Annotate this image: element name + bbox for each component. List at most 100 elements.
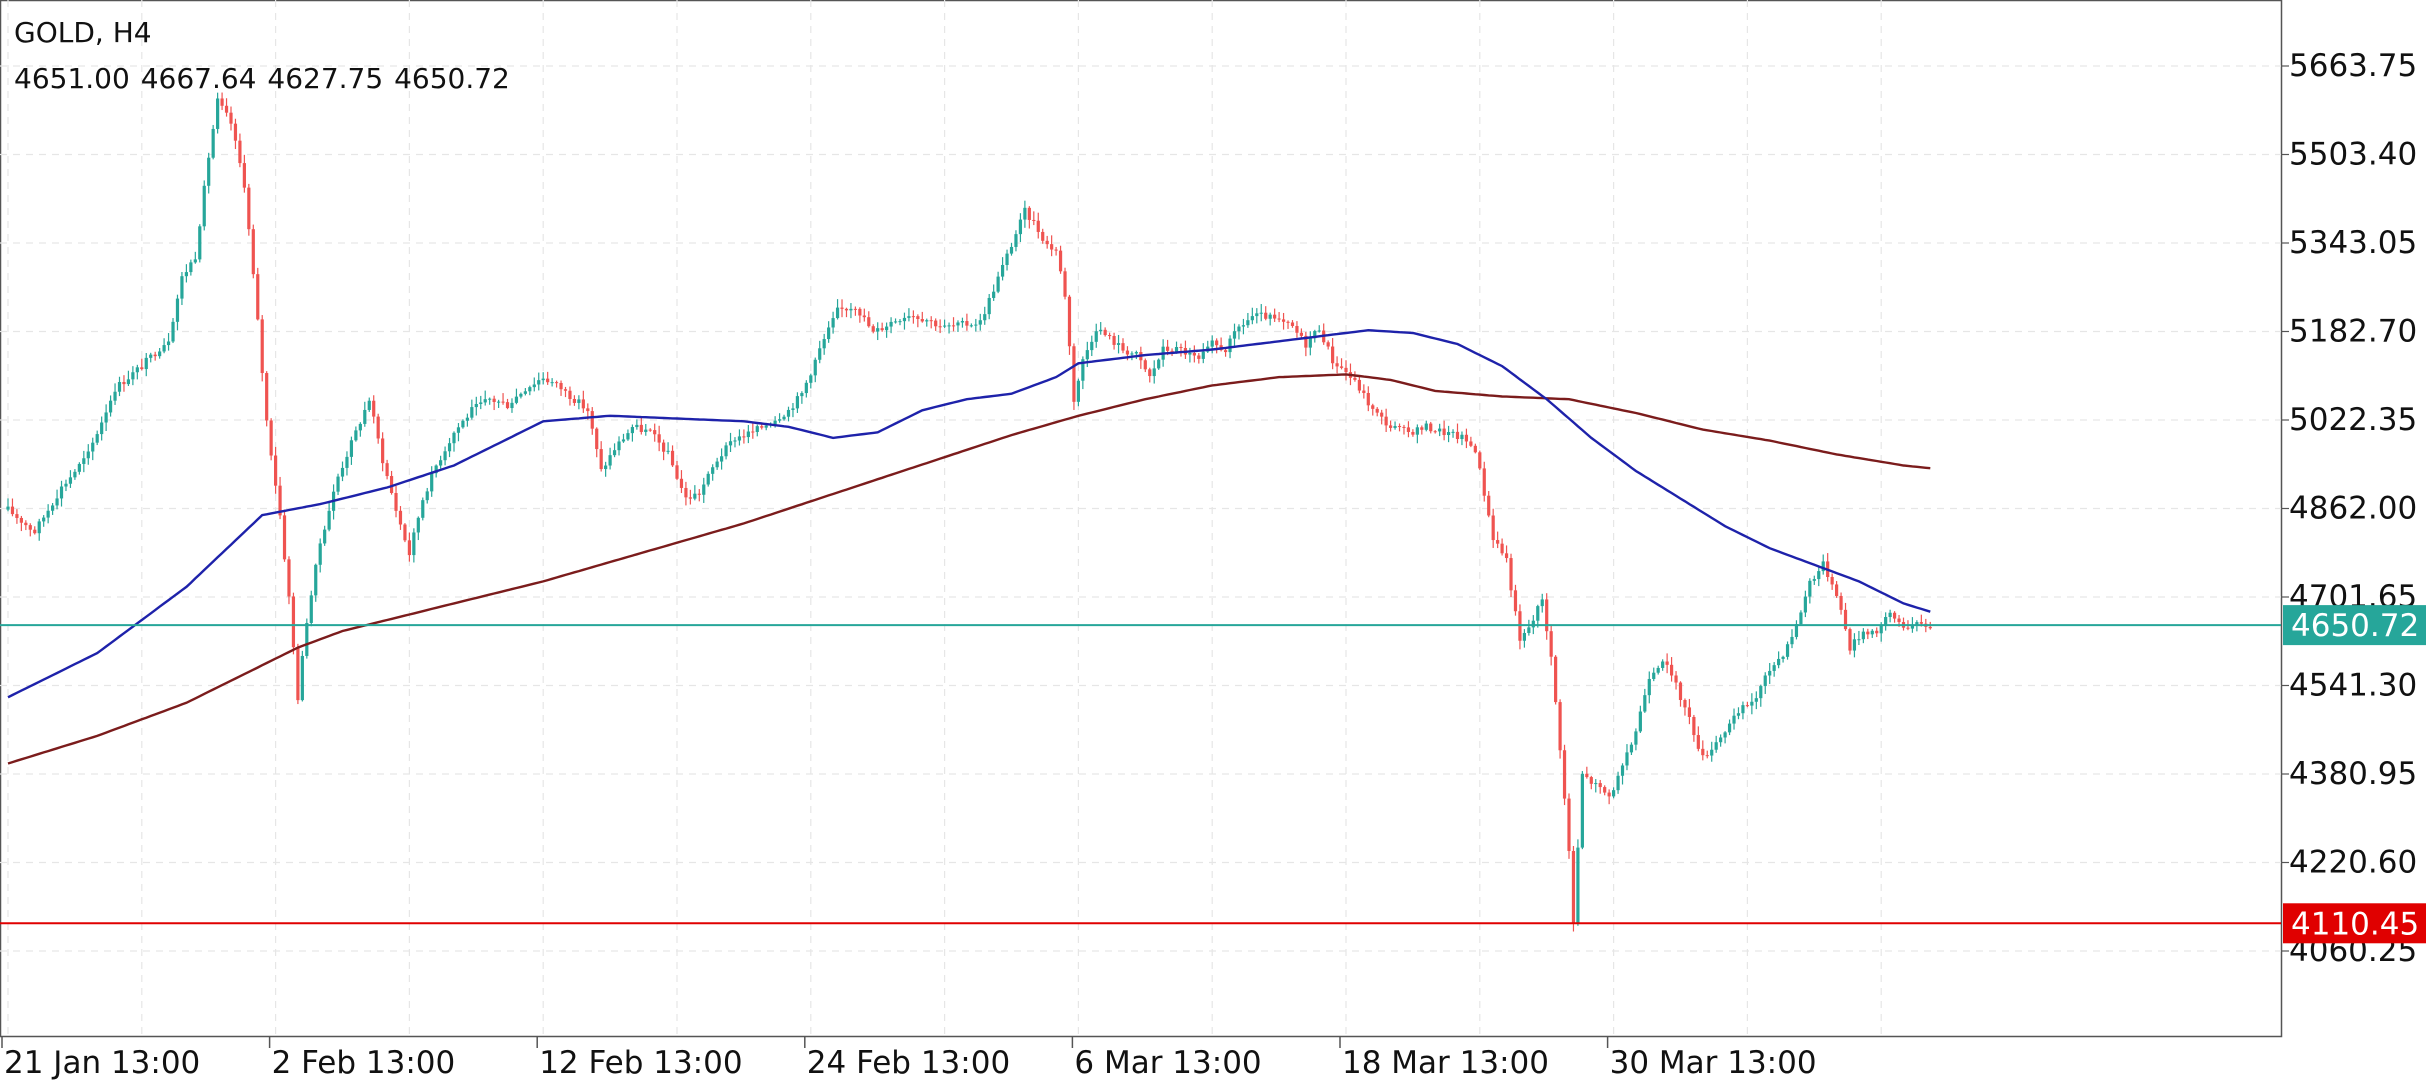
candle-up[interactable] [323, 529, 327, 544]
candle-up[interactable] [693, 493, 697, 499]
candle-down[interactable] [1482, 468, 1486, 496]
candle-up[interactable] [514, 396, 519, 403]
candle-up[interactable] [827, 327, 831, 340]
candle-down[interactable] [965, 321, 969, 326]
candle-down[interactable] [1326, 342, 1330, 347]
candle-up[interactable] [363, 409, 367, 424]
candle-down[interactable] [287, 559, 291, 597]
candle-up[interactable] [1759, 686, 1763, 699]
candle-up[interactable] [1852, 639, 1857, 651]
candle-up[interactable] [327, 510, 331, 530]
candle-up[interactable] [925, 320, 929, 322]
candle-up[interactable] [813, 359, 817, 376]
candle-up[interactable] [577, 399, 581, 403]
candle-up[interactable] [73, 471, 77, 478]
candle-down[interactable] [394, 492, 398, 511]
candle-up[interactable] [1803, 596, 1807, 613]
candle-down[interactable] [1598, 783, 1602, 788]
candle-up[interactable] [354, 430, 358, 441]
candle-up[interactable] [626, 433, 630, 440]
candle-up[interactable] [443, 451, 447, 461]
candle-down[interactable] [140, 367, 144, 370]
candle-up[interactable] [1652, 672, 1656, 679]
candle-up[interactable] [1714, 742, 1718, 750]
candle-up[interactable] [532, 384, 536, 388]
candle-down[interactable] [1701, 748, 1705, 756]
candle-up[interactable] [345, 456, 349, 468]
candle-down[interactable] [871, 326, 875, 332]
candle-down[interactable] [1375, 408, 1379, 413]
candle-down[interactable] [398, 510, 403, 525]
candle-up[interactable] [956, 322, 960, 326]
candle-up[interactable] [818, 348, 822, 360]
candle-up[interactable] [211, 128, 215, 158]
candle-down[interactable] [648, 429, 652, 431]
candle-up[interactable] [6, 506, 10, 510]
candle-up[interactable] [349, 440, 354, 457]
candle-down[interactable] [1558, 702, 1562, 751]
candle-down[interactable] [1607, 792, 1611, 797]
candle-down[interactable] [1290, 322, 1295, 326]
candle-down[interactable] [1687, 707, 1692, 717]
candle-up[interactable] [439, 460, 443, 466]
candle-up[interactable] [1794, 624, 1799, 637]
candle-up[interactable] [519, 393, 523, 397]
candle-up[interactable] [876, 328, 880, 332]
candle-up[interactable] [733, 440, 737, 442]
candle-up[interactable] [113, 391, 117, 401]
candle-up[interactable] [470, 407, 474, 418]
candle-down[interactable] [1433, 431, 1437, 433]
candle-up[interactable] [126, 379, 131, 385]
candle-up[interactable] [1540, 599, 1544, 607]
candle-up[interactable] [434, 465, 438, 474]
candle-down[interactable] [657, 434, 661, 443]
candle-up[interactable] [1808, 580, 1812, 597]
candle-up[interactable] [1099, 329, 1103, 332]
candle-down[interactable] [403, 524, 407, 541]
candle-up[interactable] [777, 419, 782, 421]
candle-up[interactable] [510, 402, 514, 409]
candle-down[interactable] [1487, 495, 1491, 516]
candle-up[interactable] [1781, 656, 1785, 659]
candle-down[interactable] [1058, 250, 1063, 272]
candle-up[interactable] [795, 396, 800, 409]
candle-up[interactable] [1629, 744, 1634, 753]
candle-up[interactable] [117, 382, 122, 392]
candle-up[interactable] [108, 400, 113, 413]
candle-down[interactable] [1179, 346, 1183, 348]
candle-up[interactable] [1719, 737, 1723, 743]
candle-down[interactable] [1041, 231, 1045, 241]
candle-up[interactable] [1232, 331, 1237, 339]
candle-down[interactable] [1335, 363, 1339, 367]
candle-up[interactable] [644, 429, 648, 432]
candle-up[interactable] [737, 436, 742, 441]
candle-up[interactable] [804, 382, 808, 394]
candle-up[interactable] [800, 393, 804, 397]
candle-up[interactable] [1732, 715, 1736, 724]
candle-down[interactable] [122, 382, 126, 385]
candle-up[interactable] [1888, 612, 1892, 618]
candle-up[interactable] [1152, 368, 1156, 377]
candle-up[interactable] [1424, 423, 1428, 430]
candle-down[interactable] [880, 328, 884, 331]
candle-down[interactable] [1121, 343, 1125, 351]
candle-up[interactable] [604, 465, 608, 470]
candle-up[interactable] [612, 450, 617, 456]
candle-down[interactable] [296, 647, 300, 701]
candle-up[interactable] [706, 473, 710, 485]
time-axis[interactable]: 21 Jan 13:00 2 Feb 13:00 12 Feb 13:00 24 Fe… [1, 1036, 1817, 1081]
candle-up[interactable] [42, 517, 46, 522]
candle-up[interactable] [702, 484, 706, 495]
candle-up[interactable] [528, 387, 532, 392]
candle-down[interactable] [1545, 599, 1549, 632]
candle-down[interactable] [291, 596, 296, 648]
candle-up[interactable] [1393, 426, 1397, 428]
candle-up[interactable] [1134, 352, 1138, 354]
candle-up[interactable] [171, 321, 175, 342]
candle-down[interactable] [1928, 626, 1932, 629]
candle-up[interactable] [1616, 775, 1620, 791]
candle-down[interactable] [220, 98, 224, 106]
candle-up[interactable] [1094, 331, 1098, 342]
candle-down[interactable] [1072, 346, 1076, 402]
